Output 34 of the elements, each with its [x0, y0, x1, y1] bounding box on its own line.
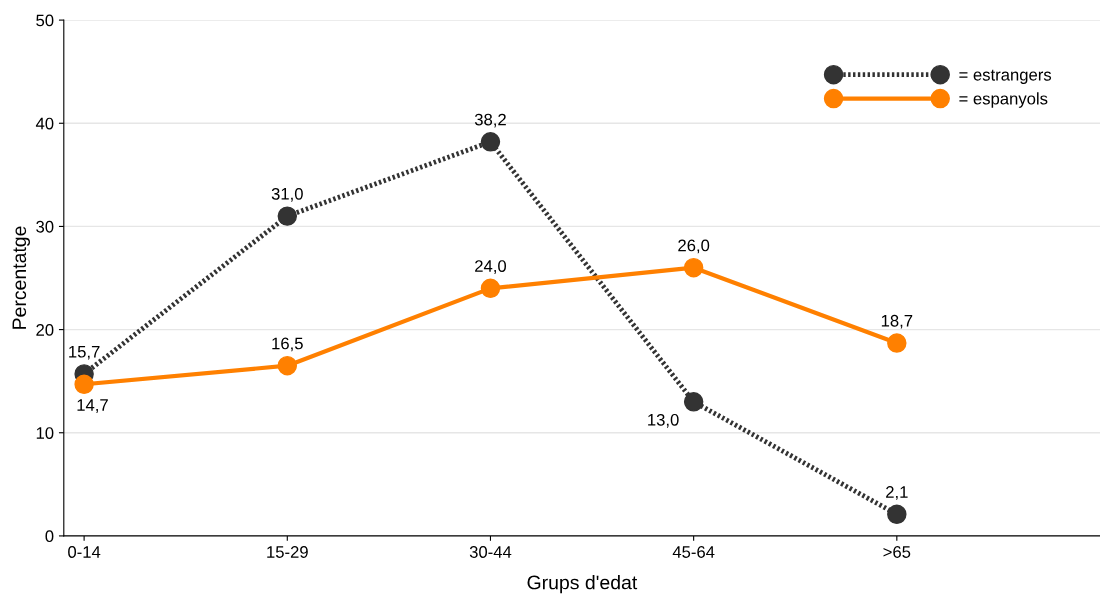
point: [480, 278, 501, 299]
data-label: 26,0: [678, 239, 710, 254]
legend-label: = estrangers: [959, 69, 1052, 84]
data-label: 13,0: [648, 413, 679, 428]
x-tick-label: >65: [883, 546, 911, 558]
y-tick-label: 0: [45, 530, 54, 543]
point: [74, 374, 94, 394]
data-label: 16,5: [272, 337, 303, 352]
y-tick-label: 40: [35, 117, 54, 130]
data-label: 15,7: [69, 345, 100, 360]
x-axis-title: Grups d'edat: [527, 575, 638, 594]
point: [277, 206, 298, 226]
y-tick-label: 50: [36, 14, 54, 27]
legend-label: = espanyols: [959, 92, 1048, 108]
point: [887, 333, 907, 353]
data-label: 38,2: [474, 113, 506, 128]
data-label: 31,0: [271, 187, 303, 202]
y-axis-title: Percentatge: [12, 226, 30, 329]
point: [683, 257, 704, 278]
data-label: 14,7: [77, 399, 108, 413]
y-tick-label: 20: [36, 323, 54, 336]
x-tick-label: 30-44: [469, 546, 512, 558]
x-tick-label: 15-29: [267, 546, 308, 558]
point: [480, 132, 501, 152]
data-label: 18,7: [881, 314, 913, 329]
point: [887, 504, 907, 524]
y-tick-label: 10: [36, 427, 54, 439]
point: [277, 355, 298, 376]
data-label: 24,0: [475, 260, 507, 274]
y-tick-label: 30: [36, 220, 54, 233]
x-tick-label: 45-64: [672, 546, 715, 558]
x-tick-label: 0-14: [68, 546, 101, 558]
point: [683, 392, 704, 412]
data-label: 2,1: [886, 486, 908, 500]
